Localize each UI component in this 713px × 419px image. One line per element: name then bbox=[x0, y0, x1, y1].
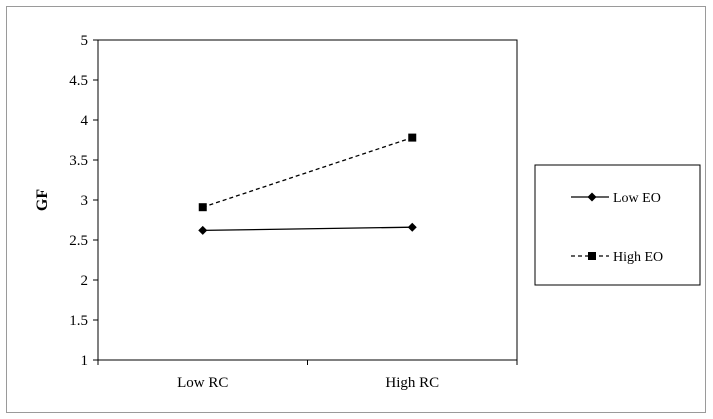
data-point-low-eo bbox=[407, 222, 417, 232]
series-line-high-eo bbox=[202, 136, 413, 208]
y-tick-label: 1.5 bbox=[69, 313, 88, 329]
y-tick-label: 4 bbox=[81, 113, 89, 129]
y-tick-label: 3 bbox=[81, 193, 89, 209]
data-point-high-eo bbox=[408, 133, 417, 142]
y-tick-label: 1 bbox=[81, 353, 89, 369]
y-axis-label: GF bbox=[34, 189, 51, 211]
y-tick-label: 2.5 bbox=[69, 233, 88, 249]
plot-border bbox=[97, 39, 518, 361]
legend-marker-low-eo bbox=[587, 192, 597, 202]
data-point-high-eo bbox=[198, 203, 207, 212]
x-tick-label: High RC bbox=[385, 375, 439, 391]
y-tick-label: 3.5 bbox=[69, 153, 88, 169]
legend-marker-high-eo bbox=[588, 252, 596, 260]
plot-area: 1 1.5 2 2.5 3 3.5 4 4.5 5 Low RC High RC bbox=[69, 33, 518, 391]
y-tick-label: 5 bbox=[81, 33, 89, 49]
x-tick-label: Low RC bbox=[177, 375, 228, 391]
legend: Low EO High EO bbox=[534, 164, 701, 286]
data-point-low-eo bbox=[198, 225, 208, 235]
legend-label-low-eo: Low EO bbox=[613, 191, 661, 206]
y-tick-label: 2 bbox=[81, 273, 89, 289]
series-line-low-eo bbox=[202, 226, 413, 232]
legend-box bbox=[534, 164, 701, 286]
legend-label-high-eo: High EO bbox=[613, 250, 663, 265]
y-tick-label: 4.5 bbox=[69, 73, 88, 89]
